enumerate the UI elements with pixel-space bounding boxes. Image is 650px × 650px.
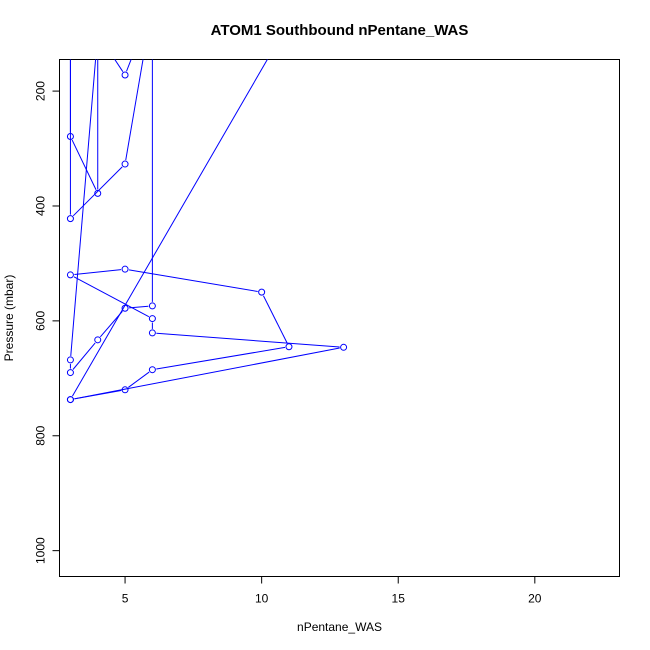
data-point: [94, 336, 102, 344]
data-point: [66, 271, 74, 279]
series-line-segment: [125, 59, 144, 161]
series-line-segment: [74, 269, 122, 275]
x-tick-label: 15: [392, 592, 406, 606]
data-point: [66, 215, 74, 223]
data-point: [149, 31, 155, 37]
series-line-segment: [99, 310, 123, 338]
data-point: [66, 396, 74, 404]
data-point: [148, 302, 156, 310]
data-point: [95, 31, 101, 37]
data-point: [121, 265, 129, 273]
chart-title: ATOM1 Southbound nPentane_WAS: [211, 22, 469, 39]
series-line-segment: [127, 371, 150, 388]
y-tick-label: 1000: [34, 537, 48, 564]
x-tick-label: 20: [528, 592, 542, 606]
x-tick-label: 5: [122, 592, 129, 606]
data-point: [121, 160, 129, 168]
series-line-segment: [72, 342, 96, 370]
data-point: [67, 31, 73, 37]
data-point: [121, 304, 129, 312]
series-line-segment: [70, 59, 97, 356]
y-tick-label: 800: [34, 425, 48, 445]
series-line-segment: [72, 166, 123, 217]
y-tick-label: 200: [34, 81, 48, 101]
series-line-segment: [262, 295, 288, 344]
data-point: [66, 132, 74, 140]
series-line-segment: [128, 269, 258, 292]
series-line-segment: [114, 59, 124, 72]
data-point: [285, 343, 293, 351]
plot-frame: [59, 59, 620, 577]
x-axis-label: nPentane_WAS: [297, 620, 382, 634]
series-line-segment: [129, 305, 149, 309]
series-line-segment: [71, 59, 268, 397]
data-point: [148, 315, 156, 323]
data-point: [94, 189, 102, 197]
series-line-segment: [156, 346, 286, 370]
x-axis: 5 10 15 20: [122, 576, 542, 606]
series-line-segment: [74, 347, 340, 400]
series-line-segment: [156, 332, 340, 348]
series-line-segment: [71, 139, 97, 190]
data-point: [121, 386, 129, 394]
data-point: [148, 329, 156, 337]
data-point: [148, 366, 156, 374]
y-tick-label: 600: [34, 311, 48, 331]
y-axis: 200 400 600 800 1000: [34, 81, 60, 564]
data-point: [149, 2, 155, 8]
data-point: [95, 31, 101, 37]
data-point: [340, 343, 348, 351]
data-point: [258, 288, 266, 296]
series-line-segment: [126, 59, 132, 72]
data-point: [121, 71, 129, 79]
series-line-segment: [73, 276, 150, 318]
x-tick-label: 10: [255, 592, 269, 606]
y-axis-label: Pressure (mbar): [2, 275, 16, 362]
data-point: [66, 369, 74, 377]
y-tick-label: 400: [34, 196, 48, 216]
data-point: [66, 356, 74, 364]
